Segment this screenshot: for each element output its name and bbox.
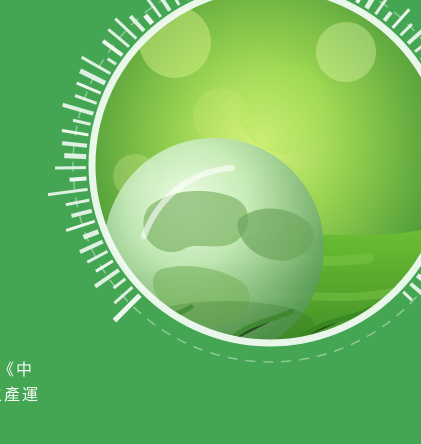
ring-bar xyxy=(95,259,114,273)
ring-bar xyxy=(82,229,100,240)
soundwave-ring xyxy=(47,0,421,323)
ring-bar xyxy=(61,141,88,148)
ring-bar xyxy=(112,277,127,290)
ring-bar xyxy=(364,0,375,10)
ring-bar xyxy=(101,39,124,57)
ring-bar xyxy=(72,118,91,126)
ring-bar xyxy=(79,239,104,254)
ring-bar xyxy=(355,0,361,4)
ring-bar xyxy=(374,0,388,16)
ring-bar xyxy=(406,29,421,45)
ring-bar xyxy=(160,0,172,12)
ring-bar xyxy=(78,68,107,86)
ring-bar xyxy=(112,293,142,323)
ring-bar xyxy=(399,23,413,37)
ring-bar xyxy=(128,14,146,33)
ring-bar xyxy=(93,268,121,289)
ring-bar xyxy=(47,187,88,197)
ring-bar xyxy=(143,13,155,26)
ring-bar xyxy=(86,250,109,264)
ring-bar xyxy=(146,0,163,18)
ring-bar xyxy=(76,81,102,95)
ring-bar xyxy=(409,282,421,296)
ring-bar xyxy=(62,102,94,116)
banner-text-line-1: 《中 xyxy=(0,360,35,379)
ring-bar xyxy=(61,129,89,137)
ring-bar xyxy=(65,219,96,232)
ring-bar xyxy=(174,0,181,6)
ring-bar xyxy=(391,8,411,29)
ring-bar xyxy=(382,10,393,23)
ring-bar xyxy=(106,57,117,66)
ring-bar xyxy=(114,17,138,40)
ring-bar xyxy=(70,208,93,218)
ring-bar xyxy=(65,198,90,207)
ring-bar xyxy=(64,153,87,160)
ring-bar xyxy=(402,290,413,302)
ring-bar xyxy=(113,286,134,305)
ring-bar xyxy=(69,176,87,182)
glass-globe xyxy=(104,138,324,343)
banner-text-line-2: 生產運 xyxy=(0,385,41,404)
ring-bar xyxy=(107,28,131,48)
ring-bar xyxy=(80,55,112,75)
ring-bar xyxy=(74,94,98,105)
